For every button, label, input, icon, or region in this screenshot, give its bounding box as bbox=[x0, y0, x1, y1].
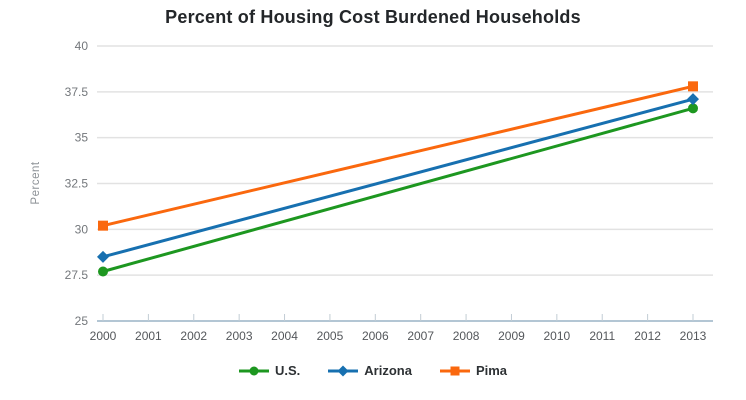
series-line-us bbox=[102, 106, 694, 273]
x-tick-label: 2000 bbox=[90, 329, 117, 343]
data-point-arizona-2000[interactable] bbox=[97, 250, 109, 263]
legend-label-pima: Pima bbox=[475, 363, 508, 378]
y-tick-label: 37.5 bbox=[65, 85, 89, 99]
us-series-marker-icon bbox=[238, 366, 269, 375]
y-tick-label: 32.5 bbox=[65, 177, 89, 191]
legend-item-arizona[interactable]: Arizona bbox=[328, 363, 412, 378]
legend-item-pima[interactable]: Pima bbox=[439, 363, 508, 378]
data-point-arizona-2013[interactable] bbox=[687, 93, 699, 106]
data-point-pima-2000[interactable] bbox=[98, 220, 108, 231]
x-tick-label: 2013 bbox=[680, 329, 707, 343]
x-tick-label: 2009 bbox=[498, 329, 525, 343]
legend-label-arizona: Arizona bbox=[364, 363, 412, 378]
pima-series-marker-icon bbox=[439, 366, 470, 375]
y-tick-label: 35 bbox=[75, 131, 89, 145]
legend: U.S. Arizona Pima bbox=[0, 363, 746, 378]
x-tick-label: 2001 bbox=[135, 329, 162, 343]
data-point-us-2000[interactable] bbox=[98, 266, 108, 277]
x-tick-label: 2004 bbox=[271, 329, 298, 343]
x-tick-label: 2005 bbox=[317, 329, 344, 343]
y-tick-label: 25 bbox=[75, 314, 89, 328]
chart-title: Percent of Housing Cost Burdened Househo… bbox=[165, 7, 581, 27]
x-tick-label: 2012 bbox=[634, 329, 661, 343]
x-tick-label: 2010 bbox=[543, 329, 570, 343]
y-tick-label: 27.5 bbox=[65, 268, 89, 282]
x-tick-label: 2002 bbox=[180, 329, 207, 343]
series-line-arizona bbox=[102, 97, 694, 259]
arizona-series-marker-icon bbox=[328, 365, 359, 376]
x-tick-label: 2003 bbox=[226, 329, 253, 343]
series-line-pima bbox=[102, 84, 694, 228]
legend-item-us[interactable]: U.S. bbox=[238, 363, 301, 378]
x-tick-label: 2007 bbox=[407, 329, 434, 343]
x-tick-label: 2006 bbox=[362, 329, 389, 343]
legend-label-us: U.S. bbox=[274, 363, 301, 378]
x-tick-label: 2008 bbox=[453, 329, 480, 343]
y-tick-label: 30 bbox=[75, 222, 89, 236]
data-point-pima-2013[interactable] bbox=[688, 81, 698, 92]
data-point-us-2013[interactable] bbox=[688, 103, 698, 114]
y-tick-label: 40 bbox=[75, 39, 89, 53]
x-tick-label: 2011 bbox=[589, 329, 615, 343]
